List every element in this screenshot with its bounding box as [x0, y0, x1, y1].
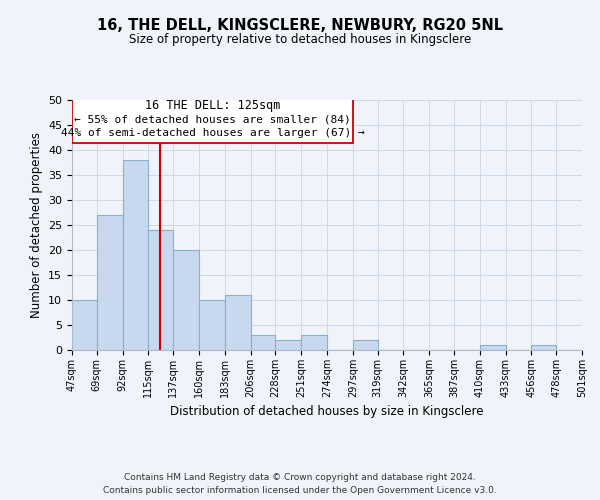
Bar [72, 300, 97, 350]
Text: ← 55% of detached houses are smaller (84): ← 55% of detached houses are smaller (84… [74, 114, 351, 124]
Bar [122, 160, 148, 350]
Y-axis label: Number of detached properties: Number of detached properties [29, 132, 43, 318]
Bar [275, 340, 301, 350]
Text: Contains HM Land Registry data © Crown copyright and database right 2024.: Contains HM Land Registry data © Crown c… [124, 472, 476, 482]
Bar [532, 345, 556, 350]
Bar [148, 230, 173, 350]
Bar [251, 335, 275, 350]
Bar [97, 215, 122, 350]
Bar [225, 295, 251, 350]
Bar [173, 250, 199, 350]
Bar [353, 340, 377, 350]
Text: 44% of semi-detached houses are larger (67) →: 44% of semi-detached houses are larger (… [61, 128, 364, 138]
Bar [301, 335, 327, 350]
Bar [480, 345, 506, 350]
Bar [199, 300, 225, 350]
Text: Contains public sector information licensed under the Open Government Licence v3: Contains public sector information licen… [103, 486, 497, 495]
X-axis label: Distribution of detached houses by size in Kingsclere: Distribution of detached houses by size … [170, 406, 484, 418]
Text: Size of property relative to detached houses in Kingsclere: Size of property relative to detached ho… [129, 32, 471, 46]
Text: 16 THE DELL: 125sqm: 16 THE DELL: 125sqm [145, 99, 280, 112]
Text: 16, THE DELL, KINGSCLERE, NEWBURY, RG20 5NL: 16, THE DELL, KINGSCLERE, NEWBURY, RG20 … [97, 18, 503, 32]
FancyBboxPatch shape [72, 98, 353, 142]
